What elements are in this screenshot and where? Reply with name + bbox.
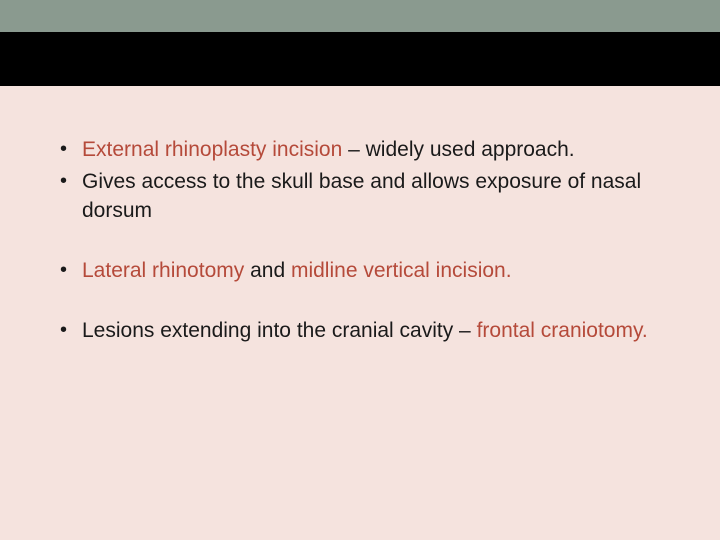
bullet-list: External rhinoplasty incision – widely u…: [60, 136, 660, 225]
slide-body: External rhinoplasty incision – widely u…: [0, 86, 720, 346]
bullet-list: Lateral rhinotomy and midline vertical i…: [60, 257, 660, 285]
title-black-bar: [0, 32, 720, 86]
bullet-item: Lateral rhinotomy and midline vertical i…: [60, 257, 660, 285]
bullet-item: Lesions extending into the cranial cavit…: [60, 317, 660, 345]
bullet-list: Lesions extending into the cranial cavit…: [60, 317, 660, 345]
highlight-text: midline vertical incision.: [291, 259, 512, 282]
highlight-text: frontal craniotomy.: [477, 319, 648, 342]
title-accent-bar: [0, 0, 720, 32]
plain-text: Lesions extending into the cranial cavit…: [82, 319, 477, 342]
spacer: [60, 229, 660, 257]
spacer: [60, 289, 660, 317]
bullet-item: Gives access to the skull base and allow…: [60, 168, 660, 225]
bullet-item: External rhinoplasty incision – widely u…: [60, 136, 660, 164]
plain-text: Gives access to the skull base and allow…: [82, 170, 641, 221]
highlight-text: Lateral rhinotomy: [82, 259, 250, 282]
plain-text: and: [250, 259, 291, 282]
highlight-text: External rhinoplasty incision: [82, 138, 342, 161]
plain-text: – widely used approach.: [342, 138, 574, 161]
